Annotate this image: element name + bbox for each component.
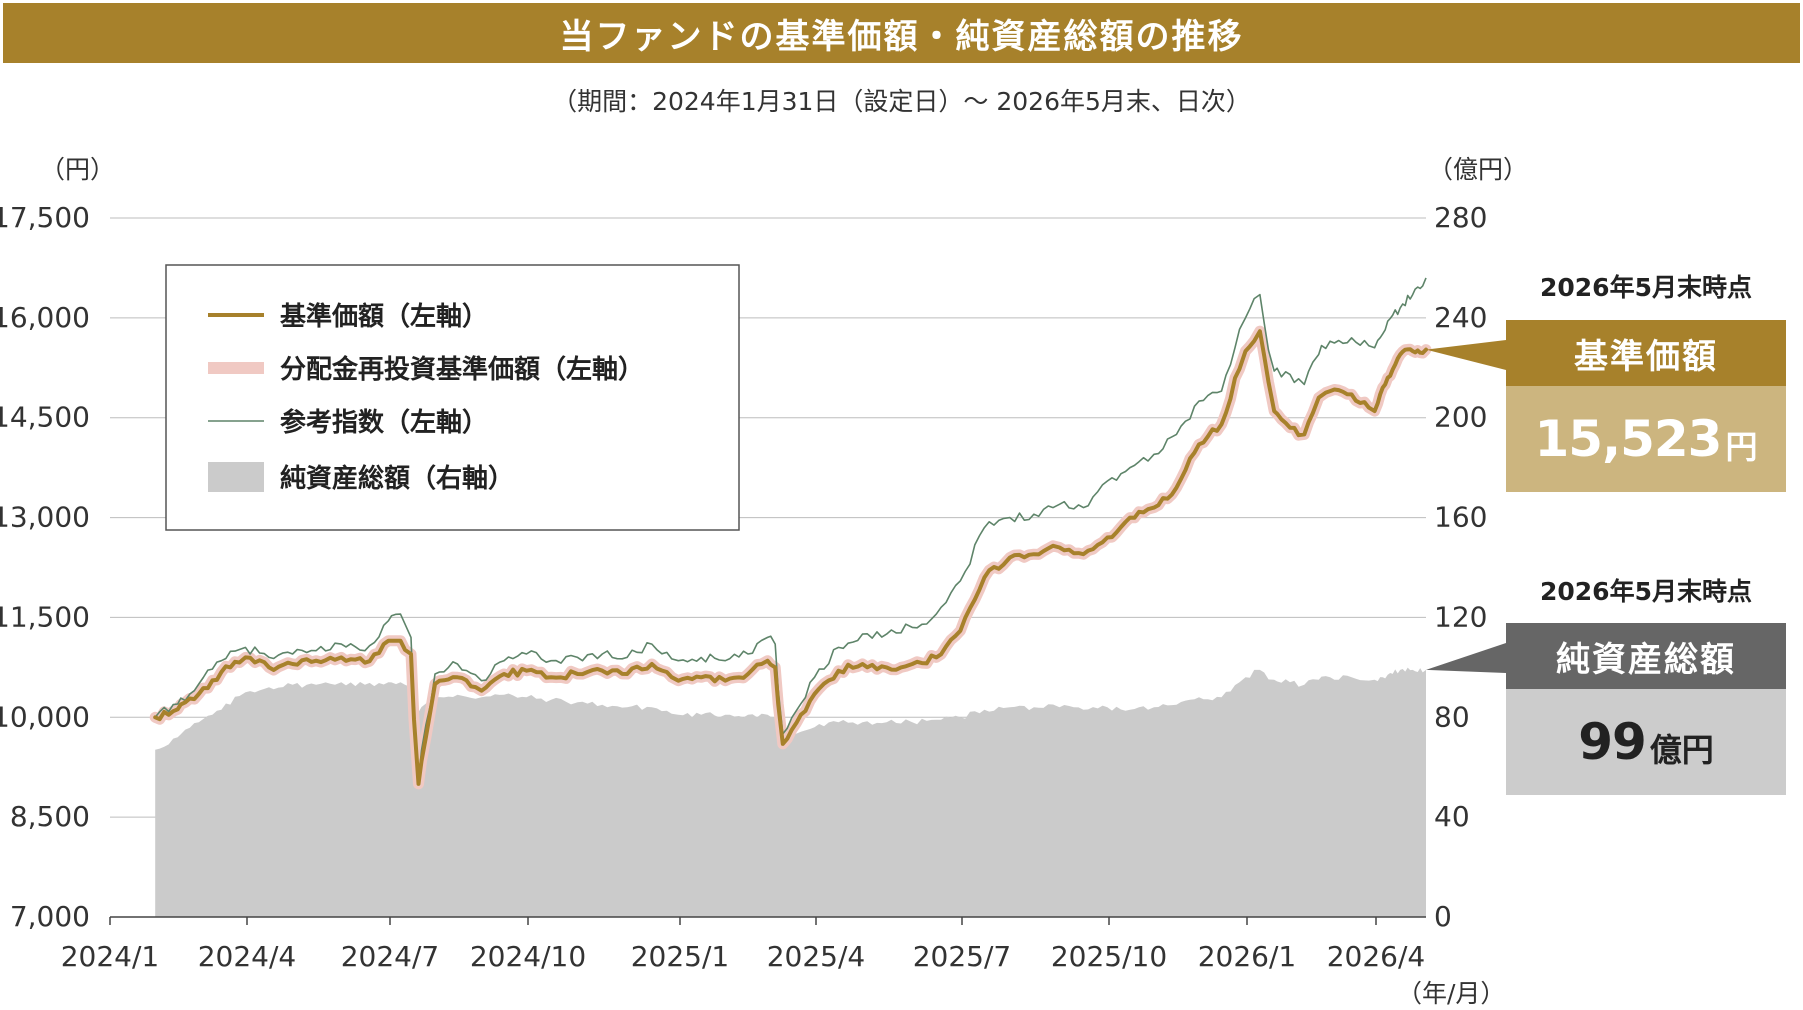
x-tick-label: 2026/4 bbox=[1327, 940, 1426, 973]
price-lines-layer bbox=[149, 277, 1432, 790]
right-tick-label: 120 bbox=[1434, 600, 1487, 633]
left-tick-label: 11,500 bbox=[0, 600, 90, 633]
right-tick-label: 80 bbox=[1434, 700, 1470, 733]
legend: 基準価額（左軸） 分配金再投資基準価額（左軸） 参考指数（左軸） 純資産総額（右… bbox=[165, 264, 740, 531]
right-tick-label: 240 bbox=[1434, 301, 1487, 334]
callout-connectors bbox=[1426, 340, 1506, 673]
axes: 7,000 0 8,500 40 10,000 80 11,500 120 13,000 160 1… bbox=[0, 201, 1487, 973]
chart-subtitle: （期間：2024年1月31日（設定日）～ 2026年5月末、日次） bbox=[552, 87, 1251, 116]
left-tick-label: 7,000 bbox=[10, 900, 90, 933]
legend-label-assets: 純資産総額（右軸） bbox=[280, 463, 514, 494]
legend-label-index: 参考指数（左軸） bbox=[280, 407, 488, 438]
right-tick-label: 160 bbox=[1434, 501, 1487, 534]
right-axis-unit: （億円） bbox=[1428, 155, 1528, 184]
x-tick-label: 2026/1 bbox=[1198, 940, 1297, 973]
legend-label-reinvested: 分配金再投資基準価額（左軸） bbox=[280, 354, 644, 385]
assets-callout-heading: 2026年5月末時点 bbox=[1540, 577, 1752, 606]
nav-callout-label: 基準価額 bbox=[1506, 320, 1786, 386]
assets-callout-value: 99 bbox=[1578, 713, 1647, 771]
assets-callout-label: 純資産総額 bbox=[1506, 623, 1786, 689]
left-tick-label: 14,500 bbox=[0, 401, 90, 434]
series-reference-index-line bbox=[154, 277, 1427, 782]
assets-callout-value-box: 99 億円 bbox=[1506, 689, 1786, 795]
x-tick-label: 2024/1 bbox=[61, 940, 160, 973]
nav-callout-value: 15,523 bbox=[1534, 410, 1723, 468]
x-tick-label: 2024/10 bbox=[470, 940, 586, 973]
left-tick-label: 17,500 bbox=[0, 201, 90, 234]
right-tick-label: 280 bbox=[1434, 201, 1487, 234]
left-axis-unit: （円） bbox=[40, 155, 115, 184]
right-tick-label: 40 bbox=[1434, 800, 1470, 833]
x-tick-label: 2024/4 bbox=[198, 940, 297, 973]
x-tick-label: 2025/10 bbox=[1051, 940, 1167, 973]
left-tick-label: 16,000 bbox=[0, 301, 90, 334]
left-tick-label: 8,500 bbox=[10, 800, 90, 833]
series-nav-line bbox=[153, 329, 1428, 786]
right-tick-label: 0 bbox=[1434, 900, 1452, 933]
legend-swatch-assets bbox=[208, 462, 264, 492]
assets-callout-pointer bbox=[1426, 643, 1506, 673]
right-tick-label: 200 bbox=[1434, 401, 1487, 434]
nav-callout-value-box: 15,523 円 bbox=[1506, 386, 1786, 492]
left-tick-label: 10,000 bbox=[0, 700, 90, 733]
series-net-assets-area bbox=[155, 667, 1427, 917]
x-tick-label: 2025/7 bbox=[913, 940, 1012, 973]
legend-label-nav: 基準価額（左軸） bbox=[280, 301, 488, 332]
nav-callout-heading: 2026年5月末時点 bbox=[1540, 273, 1752, 302]
nav-callout-unit: 円 bbox=[1725, 428, 1758, 466]
chart-title: 当ファンドの基準価額・純資産総額の推移 bbox=[3, 3, 1800, 63]
net-assets-area-layer bbox=[155, 667, 1427, 917]
x-tick-label: 2025/4 bbox=[767, 940, 866, 973]
left-tick-label: 13,000 bbox=[0, 501, 90, 534]
nav-callout-pointer bbox=[1426, 340, 1506, 370]
x-tick-label: 2025/1 bbox=[631, 940, 730, 973]
x-axis-unit: （年/月） bbox=[1397, 979, 1505, 1008]
assets-callout-unit: 億円 bbox=[1649, 731, 1714, 769]
x-tick-label: 2024/7 bbox=[341, 940, 440, 973]
